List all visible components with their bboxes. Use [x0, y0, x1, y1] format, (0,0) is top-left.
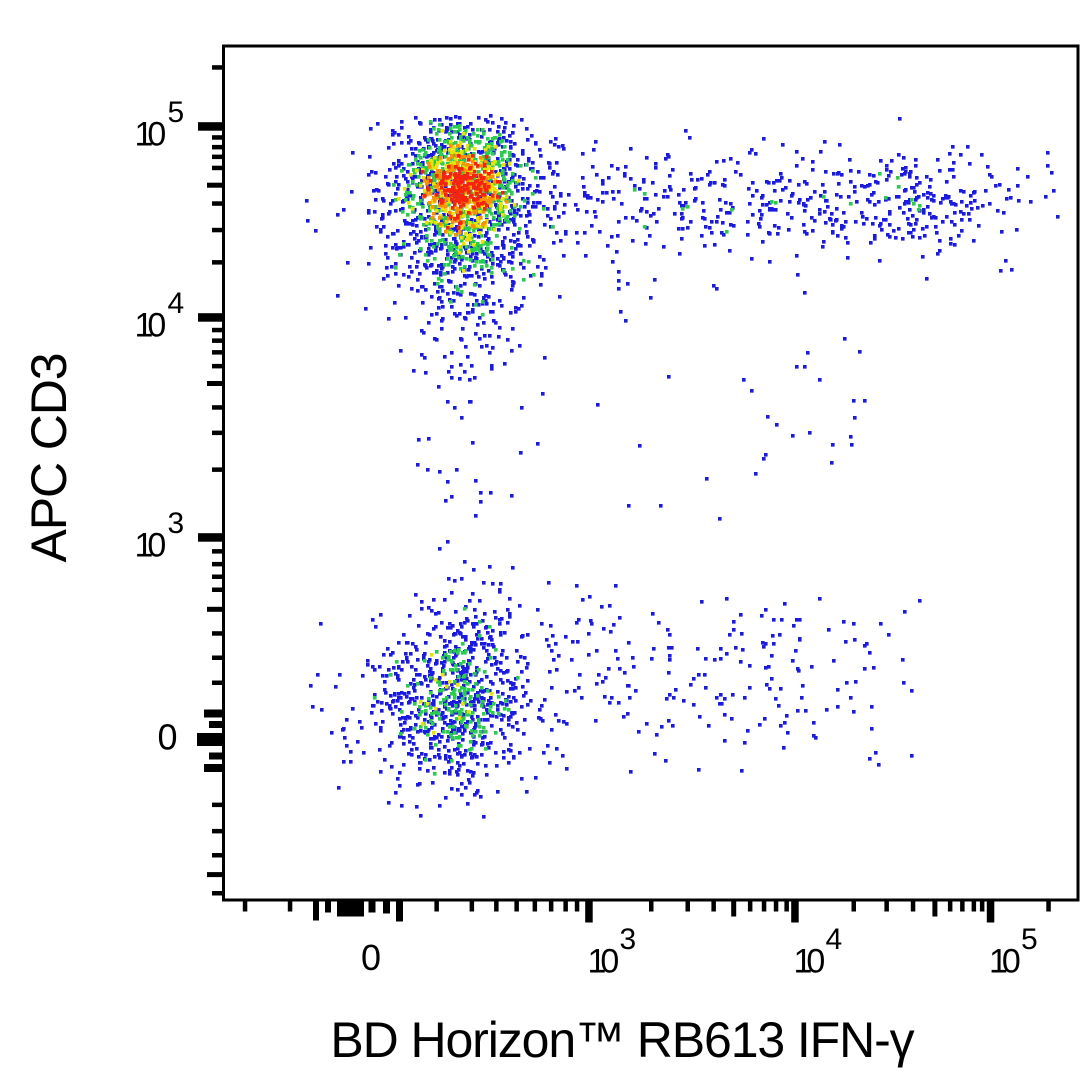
svg-text:4: 4 — [826, 923, 843, 956]
svg-text:4: 4 — [168, 287, 185, 320]
svg-text:5: 5 — [168, 96, 185, 129]
svg-text:3: 3 — [168, 507, 185, 540]
svg-text:APC CD3: APC CD3 — [21, 353, 77, 562]
svg-text:0: 0 — [361, 937, 381, 978]
svg-text:5: 5 — [1021, 923, 1038, 956]
svg-text:3: 3 — [620, 923, 637, 956]
svg-text:0: 0 — [157, 717, 177, 758]
svg-text:BD Horizon™ RB613 IFN-γ: BD Horizon™ RB613 IFN-γ — [330, 1012, 914, 1068]
